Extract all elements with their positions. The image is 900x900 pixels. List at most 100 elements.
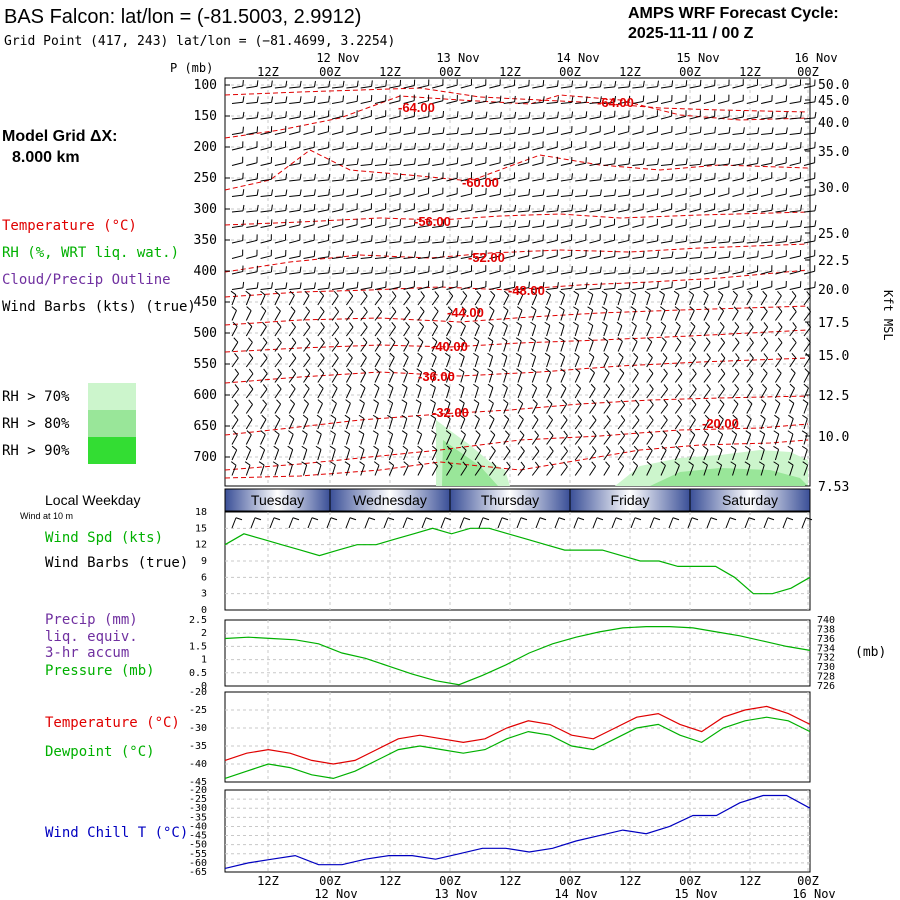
wind-barb-flag bbox=[415, 399, 422, 404]
wind-barb bbox=[689, 310, 695, 321]
wind-barb bbox=[403, 449, 409, 461]
wind-barb bbox=[718, 148, 730, 151]
wind-barb-flag bbox=[800, 235, 802, 242]
wind-barb-flag bbox=[677, 414, 682, 421]
wind-barb bbox=[660, 310, 666, 321]
wind-barb bbox=[718, 132, 730, 135]
wind-barb bbox=[646, 419, 654, 430]
wind-barb bbox=[517, 435, 525, 445]
height-tick-label: 7.53 bbox=[818, 480, 849, 495]
wind-barb bbox=[546, 435, 554, 445]
wind-barb-flag bbox=[330, 430, 336, 435]
wind-barb-flag bbox=[342, 95, 344, 102]
wind-barb bbox=[346, 326, 354, 337]
wind-barb bbox=[689, 132, 701, 135]
wind-barb bbox=[603, 209, 615, 213]
wind-barb bbox=[603, 179, 615, 182]
wind-barb bbox=[403, 241, 415, 244]
surface-wind-barb-flag bbox=[349, 517, 357, 521]
wind-barb bbox=[761, 132, 773, 135]
wind-barb bbox=[517, 255, 529, 259]
wind-barb bbox=[231, 434, 238, 445]
wind-barb bbox=[803, 311, 812, 321]
wind-barb bbox=[303, 179, 315, 182]
wind-barb bbox=[517, 403, 524, 414]
wind-barb bbox=[803, 449, 808, 461]
wind-barb-flag bbox=[685, 266, 688, 273]
wind-barb bbox=[231, 240, 243, 244]
wind-barb-flag bbox=[573, 290, 579, 295]
wind-barb bbox=[732, 209, 744, 213]
wind-barb bbox=[803, 403, 809, 414]
wind-barb bbox=[689, 342, 697, 352]
wind-barb-flag bbox=[657, 266, 660, 273]
wind-barb bbox=[431, 434, 437, 445]
surface-wind-barb bbox=[573, 517, 579, 529]
top-hour-label: 00Z bbox=[439, 65, 461, 79]
wind-barb bbox=[646, 179, 658, 182]
wind-barb bbox=[503, 147, 515, 151]
wind-barb bbox=[689, 193, 701, 197]
wind-barb bbox=[260, 178, 272, 182]
wind-barb-flag bbox=[714, 251, 717, 258]
wind-barb-flag bbox=[530, 368, 537, 373]
wind-barb bbox=[331, 464, 336, 476]
isotherm-line bbox=[224, 357, 809, 384]
wind-barb bbox=[417, 100, 429, 104]
wind-barb bbox=[474, 402, 480, 414]
wind-barb bbox=[260, 388, 268, 399]
wind-barb-flag bbox=[488, 321, 494, 327]
wind-barb-flag bbox=[285, 80, 288, 87]
wind-barb bbox=[231, 162, 243, 166]
wind-barb-flag bbox=[303, 399, 309, 405]
wind-barb bbox=[660, 294, 665, 306]
wind-barb bbox=[360, 418, 365, 430]
wind-barb bbox=[760, 100, 772, 104]
wind-barb bbox=[389, 256, 401, 259]
wind-barb-flag bbox=[688, 461, 694, 466]
panel-frame bbox=[224, 789, 811, 873]
wind-barb bbox=[331, 326, 340, 337]
surface-wind-barb-flag bbox=[786, 517, 794, 521]
wind-barb-flag bbox=[619, 368, 625, 374]
wind-barb bbox=[346, 100, 358, 104]
wind-barb bbox=[775, 84, 787, 89]
panel-y-tick-label: -30 bbox=[189, 803, 207, 814]
wind-barb bbox=[403, 116, 415, 120]
wind-barb bbox=[245, 326, 253, 337]
wind-barb bbox=[488, 310, 495, 321]
wind-barb bbox=[403, 178, 415, 182]
wind-barb bbox=[360, 147, 372, 151]
wind-barb-flag bbox=[356, 251, 359, 258]
wind-barb bbox=[660, 147, 672, 151]
wind-barb bbox=[632, 272, 644, 275]
wind-barb bbox=[617, 372, 625, 383]
isotherm-label: -52.00 bbox=[468, 250, 505, 265]
legend-dewpoint: Dewpoint (°C) bbox=[45, 744, 155, 760]
surface-wind-barb-flag bbox=[444, 517, 452, 521]
wind-barb-flag bbox=[342, 188, 345, 195]
wind-barb bbox=[446, 449, 452, 461]
wind-barb-flag bbox=[677, 384, 683, 390]
surface-wind-barb bbox=[440, 517, 446, 529]
wind-barb bbox=[631, 309, 637, 321]
wind-barb bbox=[317, 209, 329, 213]
wind-barb bbox=[560, 435, 568, 445]
wind-barb-flag bbox=[313, 96, 316, 103]
wind-barb bbox=[674, 341, 682, 352]
wind-barb-flag bbox=[503, 306, 509, 311]
wind-barb-flag bbox=[499, 95, 502, 102]
wind-barb-flag bbox=[263, 353, 268, 359]
wind-barb bbox=[589, 340, 594, 352]
wind-barb bbox=[488, 466, 497, 476]
wind-barb-flag bbox=[248, 337, 253, 343]
wind-barb bbox=[346, 287, 358, 290]
wind-barb-flag bbox=[573, 306, 579, 311]
wind-barb bbox=[317, 311, 325, 321]
wind-barb bbox=[532, 194, 544, 197]
wind-barb bbox=[331, 342, 340, 352]
wind-barb-flag bbox=[556, 80, 559, 87]
wind-barb bbox=[703, 449, 709, 461]
wind-barb bbox=[603, 356, 609, 368]
wind-barb bbox=[703, 132, 715, 135]
